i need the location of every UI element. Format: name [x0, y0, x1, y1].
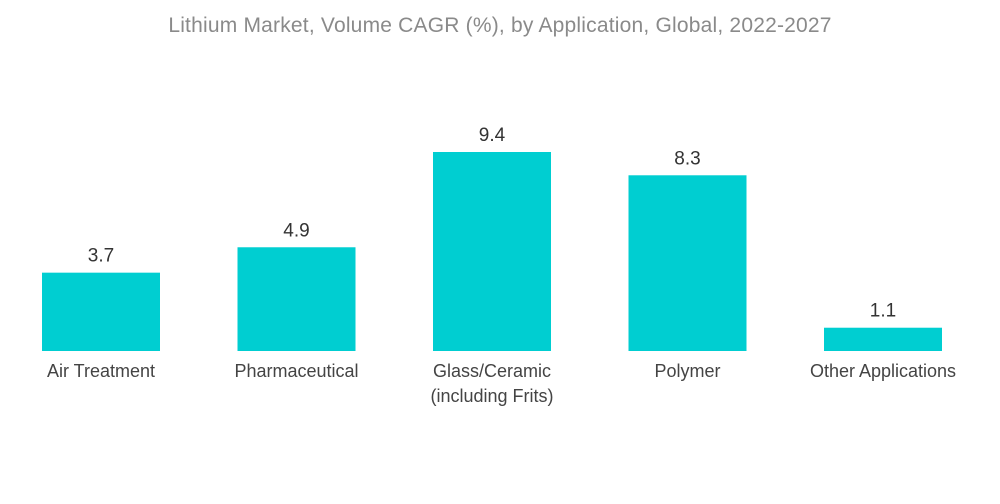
category-label-2-line-1: (including Frits)	[430, 386, 553, 406]
bar-value-label-1: 4.9	[283, 220, 309, 241]
bar-2	[433, 152, 551, 351]
chart-title: Lithium Market, Volume CAGR (%), by Appl…	[168, 14, 832, 37]
bar-value-label-2: 9.4	[479, 125, 506, 146]
bar-0	[42, 272, 160, 351]
category-label-1: Pharmaceutical	[234, 361, 358, 381]
bars-group	[42, 152, 942, 351]
bar-4	[824, 327, 942, 351]
bar-3	[628, 175, 747, 351]
bar-value-label-4: 1.1	[870, 301, 896, 322]
category-labels-group: Air Treatment Pharmaceutical Glass/Ceramic…	[47, 361, 956, 406]
category-label-4: Other Applications	[810, 361, 956, 381]
value-labels-group: 3.7 4.9 9.4 8.3 1.1	[88, 125, 896, 322]
category-label-0: Air Treatment	[47, 361, 155, 381]
category-label-3: Polymer	[654, 361, 720, 381]
bar-1	[237, 247, 356, 351]
bar-value-label-3: 8.3	[674, 148, 700, 169]
category-label-2-line-0: Glass/Ceramic	[433, 361, 551, 381]
bar-value-label-0: 3.7	[88, 246, 114, 267]
